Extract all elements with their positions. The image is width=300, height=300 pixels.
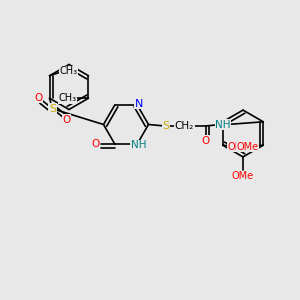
Text: OMe: OMe <box>227 142 249 152</box>
Text: O: O <box>92 139 100 149</box>
Text: NH: NH <box>131 140 146 151</box>
Text: NH: NH <box>215 119 231 130</box>
Text: S: S <box>49 104 56 114</box>
Text: OMe: OMe <box>237 142 259 152</box>
Text: O: O <box>201 136 210 146</box>
Text: O: O <box>62 115 71 124</box>
Text: OMe: OMe <box>232 171 254 182</box>
Text: CH₃: CH₃ <box>58 93 76 103</box>
Text: CH₂: CH₂ <box>175 121 194 131</box>
Text: N: N <box>135 98 143 109</box>
Text: CH₃: CH₃ <box>59 66 77 76</box>
Text: S: S <box>162 121 169 131</box>
Text: O: O <box>34 93 43 103</box>
